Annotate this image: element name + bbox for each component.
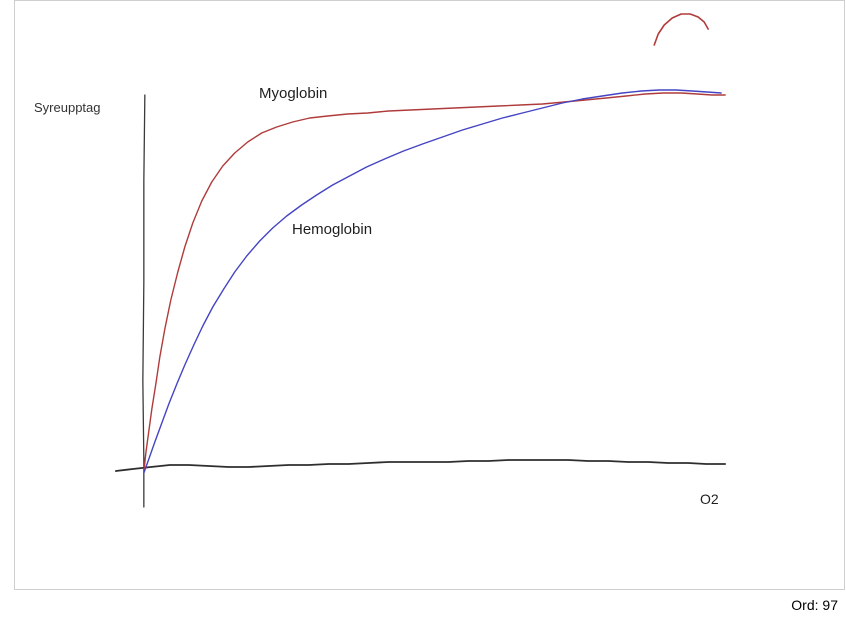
series-label-myoglobin: Myoglobin xyxy=(259,85,328,102)
y-axis-label: Syreupptag xyxy=(34,100,101,115)
myoglobin-curve-stroke xyxy=(143,92,726,473)
chart-strokes-svg xyxy=(114,13,727,508)
stray-red-arc-stroke xyxy=(653,13,709,46)
drawing-canvas[interactable]: Syreupptag Myoglobin Hemoglobin O2 xyxy=(14,0,845,590)
y-axis-stroke xyxy=(142,94,146,508)
word-count-status: Ord: 97 xyxy=(791,597,838,613)
hemoglobin-curve-stroke xyxy=(143,89,722,474)
x-axis-label: O2 xyxy=(700,491,719,507)
x-axis-stroke xyxy=(114,459,727,472)
series-label-hemoglobin: Hemoglobin xyxy=(292,221,373,238)
